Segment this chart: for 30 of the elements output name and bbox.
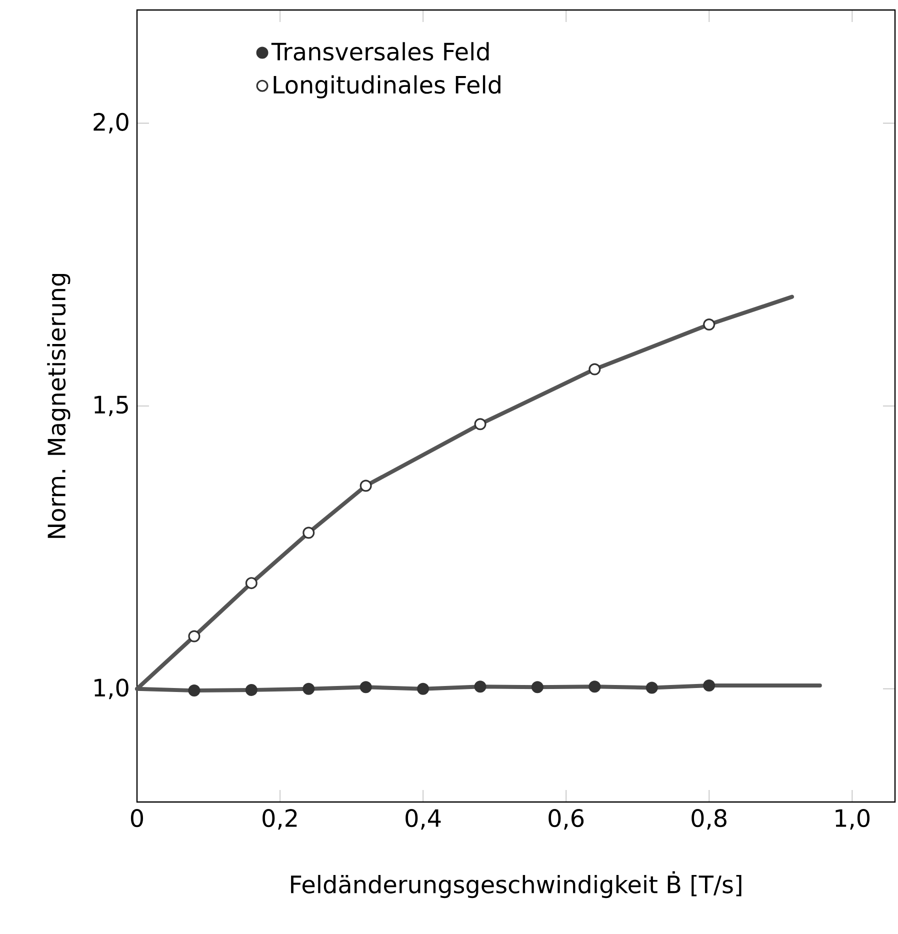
x-tick-label: 0 [130, 809, 144, 828]
x-tick-label: 0,6 [548, 809, 584, 830]
point [302, 526, 315, 539]
point [703, 679, 716, 692]
point [703, 318, 716, 331]
point [588, 363, 601, 376]
x-tick-label: 0,8 [692, 809, 726, 830]
x-tick-label: 0,2 [262, 809, 297, 830]
legend-label: Transversales Feld [271, 42, 489, 61]
y-tick-label: 1,5 [94, 396, 128, 416]
point [245, 684, 258, 696]
point [588, 680, 601, 693]
point [360, 480, 372, 492]
point [360, 681, 372, 694]
point [188, 630, 200, 642]
y-axis-title: Norm. Magnetisierung [47, 274, 70, 538]
point [531, 681, 544, 694]
point [245, 577, 258, 590]
legend-label: Longitudinales Feld [274, 75, 500, 98]
point [188, 684, 200, 697]
point [417, 682, 430, 695]
y-tick-label: 2,0 [94, 112, 128, 134]
point [302, 682, 315, 695]
y-tick-label: 1,0 [94, 678, 128, 700]
x-axis-title: Feldänderungsgeschwindigkeit Ḃ [T/s] [291, 871, 742, 898]
point [474, 418, 486, 430]
x-tick-label: 0,4 [406, 809, 441, 830]
x-tick-label: 1,0 [836, 809, 870, 830]
point [474, 680, 486, 693]
point [646, 682, 658, 694]
